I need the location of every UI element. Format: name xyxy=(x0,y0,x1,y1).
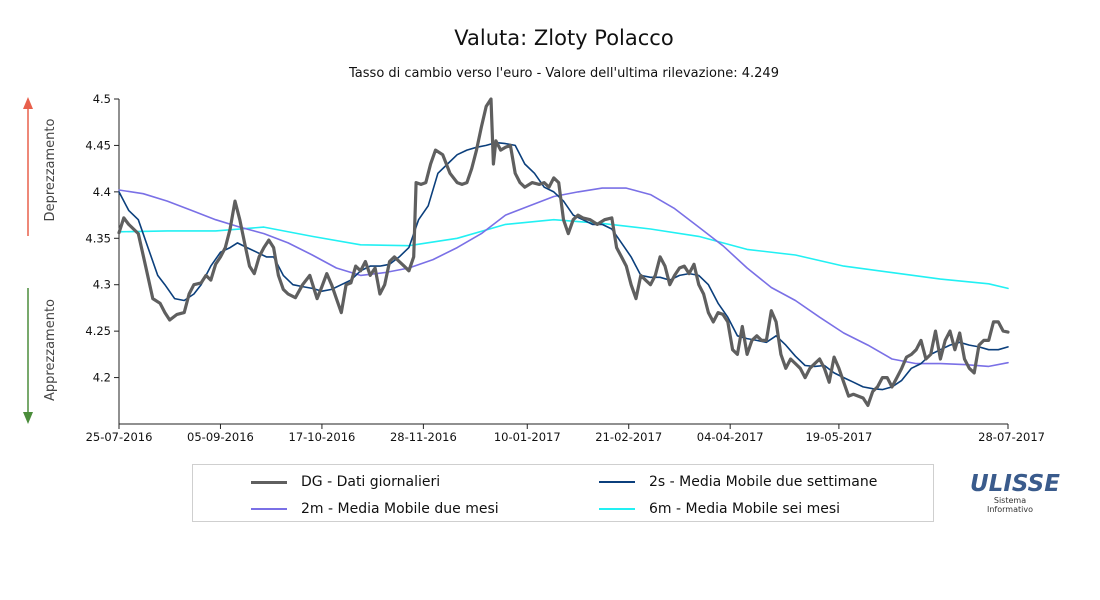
x-tick-label: 17-10-2016 xyxy=(289,430,356,444)
legend: DG - Dati giornalieri 2s - Media Mobile … xyxy=(192,464,934,522)
series-layer xyxy=(117,97,1010,407)
ulisse-logo: ULISSE Sistema Informativo xyxy=(970,471,1060,514)
logo-line-1: Sistema xyxy=(993,496,1027,505)
legend-swatch-dg xyxy=(251,480,287,484)
logo-line-2: Informativo xyxy=(987,505,1033,514)
series-line-3 xyxy=(118,218,1009,290)
legend-label-6m: 6m - Media Mobile sei mesi xyxy=(649,501,841,517)
x-tick-label: 28-11-2016 xyxy=(390,430,457,444)
axes: 4.2 4.25 4.3 4.35 4.4 4.45 4.5 25-07-2016 05-09-… xyxy=(85,92,1045,444)
x-tick-label: 21-02-2017 xyxy=(595,430,662,444)
legend-label-2s: 2s - Media Mobile due settimane xyxy=(649,474,878,490)
line-chart: Deprezzamento Apprezzamento 4.24.254.34.… xyxy=(23,92,1045,444)
legend-swatch-2m xyxy=(251,508,287,510)
legend-item-6m: 6m - Media Mobile sei mesi xyxy=(599,501,840,517)
x-tick-label: 05-09-2016 xyxy=(187,430,254,444)
depreciation-label: Deprezzamento xyxy=(43,119,58,222)
logo-word: ULISSE xyxy=(970,471,1060,497)
series-line-1 xyxy=(118,141,1009,391)
y-tick-label: 4.25 xyxy=(85,324,111,338)
up-arrow-head xyxy=(23,97,33,109)
x-tick-label: 10-01-2017 xyxy=(494,430,561,444)
legend-item-dg: DG - Dati giornalieri xyxy=(251,474,440,490)
series-line-0 xyxy=(117,97,1010,407)
down-arrow-head xyxy=(23,412,33,424)
y-tick-label: 4.35 xyxy=(85,231,111,245)
chart-title: Valuta: Zloty Polacco xyxy=(454,26,674,50)
appreciation-label: Apprezzamento xyxy=(43,299,58,401)
y-tick-label: 4.2 xyxy=(93,371,111,385)
y-tick-label: 4.5 xyxy=(93,92,111,106)
x-tick-label: 28-07-2017 xyxy=(978,430,1045,444)
series-line-2 xyxy=(118,187,1009,368)
chart-subtitle: Tasso di cambio verso l'euro - Valore de… xyxy=(349,66,779,81)
x-tick-label: 25-07-2016 xyxy=(86,430,153,444)
x-tick-label: 04-04-2017 xyxy=(697,430,764,444)
legend-label-2m: 2m - Media Mobile due mesi xyxy=(301,501,499,517)
x-tick-label: 19-05-2017 xyxy=(805,430,872,444)
y-tick-label: 4.3 xyxy=(93,278,111,292)
y-tick-label: 4.4 xyxy=(93,185,111,199)
legend-swatch-2s xyxy=(599,481,635,483)
legend-label-dg: DG - Dati giornalieri xyxy=(301,474,441,490)
y-tick-label: 4.45 xyxy=(85,138,111,152)
legend-item-2s: 2s - Media Mobile due settimane xyxy=(599,474,877,490)
side-arrows: Deprezzamento Apprezzamento xyxy=(23,97,58,424)
legend-item-2m: 2m - Media Mobile due mesi xyxy=(251,501,499,517)
legend-swatch-6m xyxy=(599,508,635,510)
